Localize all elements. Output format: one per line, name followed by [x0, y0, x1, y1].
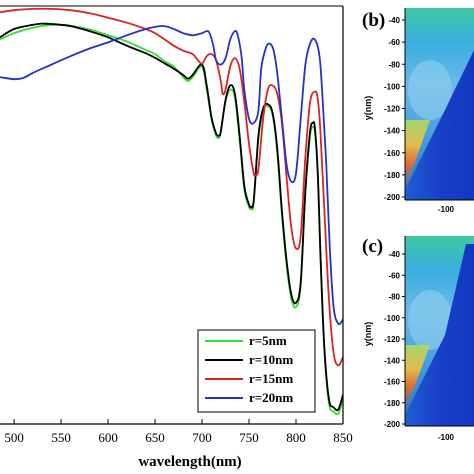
panel-b-field-highlight: [408, 60, 452, 120]
panel-c-field-highlight: [408, 290, 452, 350]
x-tick-label: 800: [286, 430, 306, 445]
map-y-tick-label: -160: [384, 378, 401, 387]
x-tick-label: 500: [4, 430, 24, 445]
panel-c-triangle-region: [405, 244, 474, 426]
map-y-tick-label: -200: [384, 420, 401, 429]
map-y-tick-label: -140: [384, 356, 401, 365]
plot-area: [0, 7, 343, 416]
legend-label-r10: r=10nm: [249, 352, 293, 367]
map-y-tick-label: -40: [388, 250, 400, 259]
panel-b-label: (b): [362, 10, 385, 31]
map-y-tick-label: -60: [388, 271, 400, 280]
panel-c-y-ticks: -40 -60 -80 -100 -120 -140 -160 -180 -200: [384, 250, 405, 429]
panel-c-x-tick: -100: [438, 433, 455, 442]
map-y-tick-label: -80: [388, 60, 400, 69]
panel-b-triangle-region: [405, 50, 474, 200]
panel-c-hot-region: [405, 345, 430, 412]
legend-label-r15: r=15nm: [249, 371, 293, 386]
x-axis: 500 550 600 650 700 750 800 850: [4, 419, 353, 445]
map-y-tick-label: -140: [384, 127, 401, 136]
panel-b-y-label: y(nm): [363, 96, 373, 121]
legend-label-r5: r=5nm: [249, 333, 287, 348]
legend-label-r20: r=20nm: [249, 390, 293, 405]
x-tick-label: 550: [51, 430, 71, 445]
map-y-tick-label: -120: [384, 335, 401, 344]
map-y-tick-label: -60: [388, 38, 400, 47]
map-y-tick-label: -40: [388, 16, 400, 25]
panel-b-hot-region: [405, 120, 430, 190]
series-line-r20nm: [0, 25, 343, 326]
map-y-tick-label: -200: [384, 193, 401, 202]
main-line-chart: 500 550 600 650 700 750 800 850 wavelength(nm) …: [0, 5, 353, 470]
panel-c-y-label: y(nm): [363, 322, 373, 347]
x-tick-label: 600: [98, 430, 118, 445]
panel-b-y-ticks: -40 -60 -80 -100 -120 -140 -160 -180 -200: [384, 16, 405, 202]
legend: r=5nm r=10nm r=15nm r=20nm: [197, 329, 316, 413]
panel-c: (c) -40 -60 -80 -100 -120 -140 -160 -180 -200 -1…: [362, 236, 474, 442]
x-tick-label: 700: [192, 430, 212, 445]
map-y-tick-label: -80: [388, 293, 400, 302]
map-y-tick-label: -100: [384, 314, 401, 323]
series-line-r10nm: [0, 22, 343, 412]
panel-c-label: (c): [362, 236, 383, 257]
panel-b-x-tick: -100: [438, 205, 455, 214]
map-y-tick-label: -180: [384, 399, 401, 408]
series-line-r15nm: [0, 7, 343, 367]
x-tick-label: 750: [239, 430, 259, 445]
map-y-tick-label: -180: [384, 171, 401, 180]
x-axis-title: wavelength(nm): [138, 454, 241, 470]
x-tick-label: 650: [145, 430, 165, 445]
panel-b: (b) -40 -60 -80 -100 -120 -140 -160 -180 -200 -1…: [362, 8, 474, 214]
map-y-tick-label: -100: [384, 82, 401, 91]
map-y-tick-label: -160: [384, 149, 401, 158]
map-y-tick-label: -120: [384, 105, 401, 114]
x-tick-label: 850: [333, 430, 353, 445]
